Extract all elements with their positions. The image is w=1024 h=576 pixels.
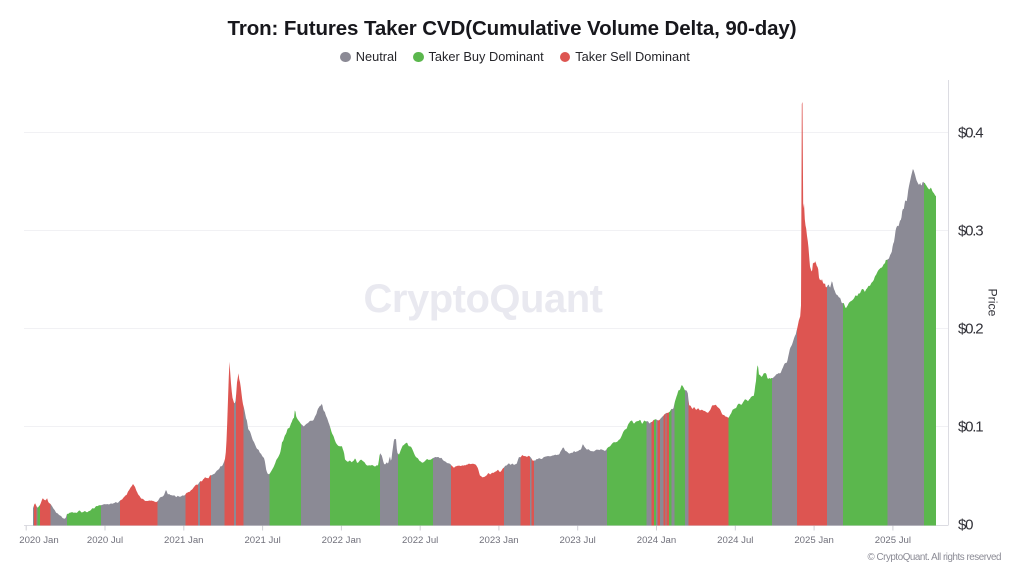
svg-text:2025 Jan: 2025 Jan <box>794 535 833 546</box>
svg-text:2021 Jul: 2021 Jul <box>244 535 280 546</box>
svg-text:2022 Jan: 2022 Jan <box>322 535 361 546</box>
svg-text:2023 Jan: 2023 Jan <box>479 535 518 546</box>
svg-text:2024 Jan: 2024 Jan <box>637 535 676 546</box>
svg-text:2025 Jul: 2025 Jul <box>875 535 911 546</box>
svg-text:2020 Jan: 2020 Jan <box>19 535 58 546</box>
svg-text:$0.3: $0.3 <box>958 223 983 240</box>
svg-text:2023 Jul: 2023 Jul <box>560 535 596 546</box>
svg-text:2021 Jan: 2021 Jan <box>164 535 203 546</box>
svg-text:$0.4: $0.4 <box>958 125 983 142</box>
svg-text:2024 Jul: 2024 Jul <box>717 535 753 546</box>
svg-text:$0: $0 <box>958 517 973 534</box>
svg-text:2022 Jul: 2022 Jul <box>402 535 438 546</box>
svg-text:$0.1: $0.1 <box>958 419 983 436</box>
svg-text:Price: Price <box>986 288 1000 316</box>
svg-text:2020 Jul: 2020 Jul <box>87 535 123 546</box>
svg-text:$0.2: $0.2 <box>958 321 983 338</box>
